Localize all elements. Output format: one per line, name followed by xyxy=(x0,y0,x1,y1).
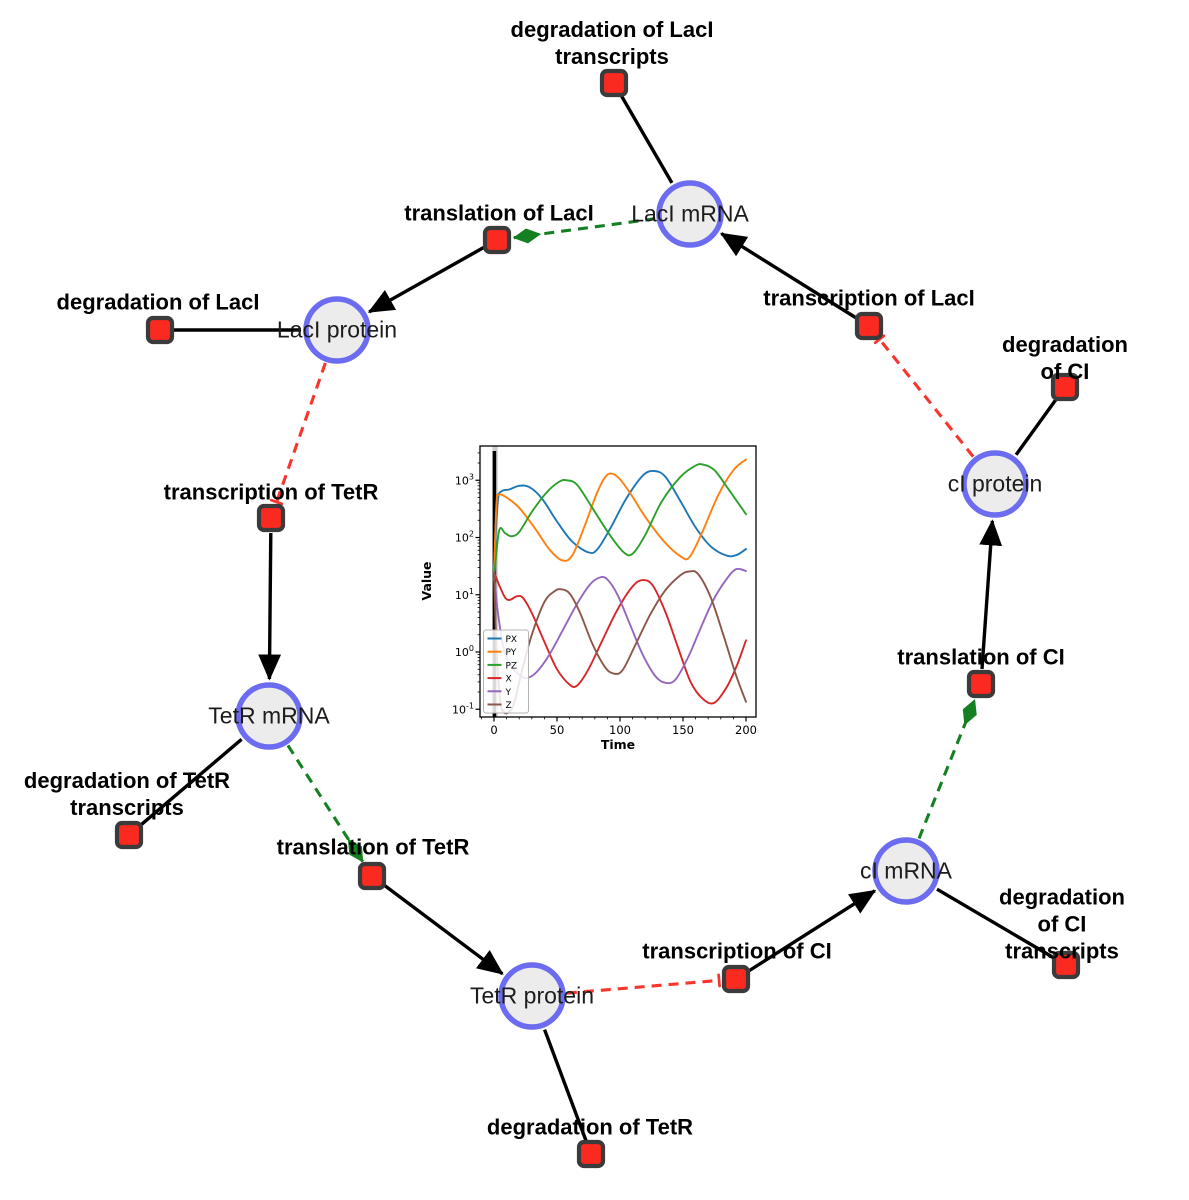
y-axis-label: Value xyxy=(420,561,434,600)
species-node-tetr-protein[interactable] xyxy=(498,962,566,1030)
y-tick-label: 100 xyxy=(455,644,474,659)
edge-inhibition-ci-protein-to-tx-laci xyxy=(873,334,975,458)
edge-production-transl-ci-to-ci-protein xyxy=(979,519,1003,670)
edge-production-transl-laci-to-laci-protein xyxy=(367,245,485,314)
reaction-node-deg-laci-tx[interactable] xyxy=(599,68,629,98)
reaction-node-tx-tetr[interactable] xyxy=(256,503,286,533)
reaction-node-deg-tetr[interactable] xyxy=(576,1139,606,1169)
edge-modifier-laci-mrna-to-transl-laci xyxy=(512,217,656,244)
series-Y xyxy=(493,567,747,685)
y-tick-label: 103 xyxy=(455,472,474,487)
legend-entry-X: X xyxy=(506,675,512,685)
edge-consumption-tetr-mrna-to-deg-tetr-tx xyxy=(138,738,243,828)
x-tick-label: 50 xyxy=(550,723,565,737)
y-tick-label: 102 xyxy=(455,530,474,545)
plot-frame xyxy=(479,445,757,718)
legend-entry-PX: PX xyxy=(506,635,518,645)
y-tick-label: 101 xyxy=(455,587,474,602)
species-node-tetr-mrna[interactable] xyxy=(235,682,303,750)
species-node-laci-protein[interactable] xyxy=(303,296,371,364)
edge-inhibition-tetr-protein-to-tx-ci xyxy=(566,973,721,995)
edge-consumption-ci-protein-to-deg-ci xyxy=(1014,397,1059,456)
reaction-node-transl-laci[interactable] xyxy=(482,225,512,255)
edge-consumption-laci-mrna-to-deg-laci-tx xyxy=(619,94,674,184)
x-tick-label: 200 xyxy=(735,723,757,737)
species-node-ci-protein[interactable] xyxy=(961,450,1029,518)
legend-entry-PY: PY xyxy=(506,648,517,658)
edge-production-tx-tetr-to-tetr-mrna xyxy=(258,532,282,681)
edge-production-tx-ci-to-ci-mrna xyxy=(747,889,877,973)
reaction-node-deg-laci[interactable] xyxy=(145,315,175,345)
y-tick-label: 10-1 xyxy=(452,701,474,716)
reaction-node-tx-ci[interactable] xyxy=(721,964,751,994)
edge-modifier-tetr-mrna-to-transl-tetr xyxy=(286,744,365,863)
series-Z xyxy=(493,570,747,715)
edge-inhibition-laci-protein-to-tx-tetr xyxy=(269,362,327,506)
legend-entry-PZ: PZ xyxy=(506,661,518,671)
x-axis-label: Time xyxy=(601,737,635,752)
series-PY xyxy=(493,458,747,573)
edge-consumption-tetr-protein-to-deg-tetr xyxy=(543,1029,588,1142)
reaction-node-deg-ci-tx[interactable] xyxy=(1051,950,1081,980)
series-PZ xyxy=(493,463,747,582)
legend-entry-Z: Z xyxy=(506,701,512,711)
reaction-node-deg-ci[interactable] xyxy=(1050,372,1080,402)
species-node-laci-mrna[interactable] xyxy=(656,180,724,248)
plot-legend: PX PY PZ XYZ xyxy=(483,629,529,714)
edge-production-tx-laci-to-laci-mrna xyxy=(720,232,858,320)
x-tick-label: 150 xyxy=(672,723,694,737)
legend-entry-Y: Y xyxy=(505,688,512,698)
series-PX xyxy=(493,470,747,569)
edge-modifier-ci-mrna-to-transl-ci xyxy=(917,698,977,840)
reaction-node-deg-tetr-tx[interactable] xyxy=(114,820,144,850)
edge-consumption-ci-mrna-to-deg-ci-tx xyxy=(936,887,1055,960)
x-tick-label: 100 xyxy=(609,723,631,737)
reaction-node-transl-tetr[interactable] xyxy=(357,861,387,891)
species-node-ci-mrna[interactable] xyxy=(872,837,940,905)
reaction-node-tx-laci[interactable] xyxy=(854,311,884,341)
series-X xyxy=(493,571,747,705)
reaction-node-transl-ci[interactable] xyxy=(966,669,996,699)
x-tick-label: 0 xyxy=(490,723,497,737)
timeseries-plot: 0 50 100 150 20010-1100101102103TimeValuePXP… xyxy=(420,445,757,752)
edge-production-transl-tetr-to-tetr-protein xyxy=(382,883,504,976)
